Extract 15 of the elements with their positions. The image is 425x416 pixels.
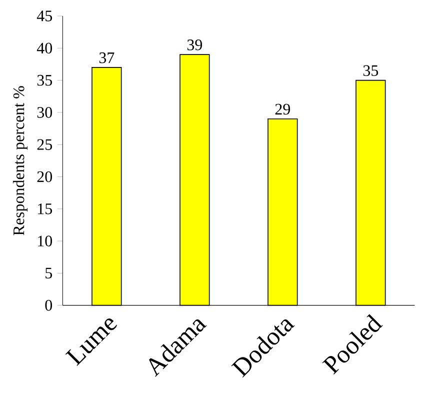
y-tick-label: 45 [36,10,52,22]
y-tick-label: 35 [37,74,52,86]
y-tick-label: 10 [38,236,52,246]
y-tick-label: 20 [37,171,52,182]
y-tick-label: 40 [36,42,52,54]
y-axis-title: Respondents percent % [12,86,28,236]
data-label: 35 [363,65,378,76]
data-label: 37 [99,52,114,64]
y-tick-label: 15 [38,204,52,214]
data-label: 29 [275,104,290,115]
y-tick-label: 5 [46,268,52,278]
data-label: 39 [187,40,202,50]
y-tick-label: 25 [37,139,52,150]
y-tick-label: 30 [37,107,52,118]
y-tick-label: 0 [45,300,52,311]
